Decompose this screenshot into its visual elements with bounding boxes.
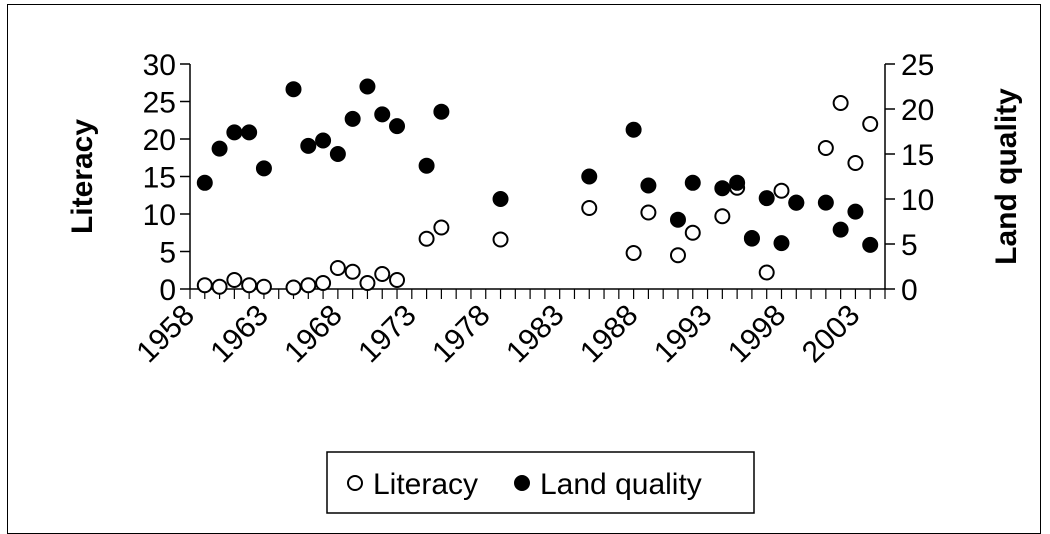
land-quality-point [329, 146, 346, 162]
literacy-point [847, 155, 864, 171]
literacy-point [817, 140, 834, 156]
x-tick-label: 1963 [204, 299, 275, 370]
land-quality-point [817, 194, 834, 211]
land-quality-point [640, 177, 657, 194]
x-tick-label: 1983 [500, 299, 571, 370]
literacy-point [773, 182, 790, 199]
x-tick-label: 1988 [574, 299, 645, 370]
right-tick-label: 0 [901, 274, 918, 307]
legend-label-literacy: Literacy [373, 468, 478, 501]
land-quality-point [581, 168, 598, 185]
literacy-point [862, 116, 879, 132]
scatter-chart: 0 5 10 15 20 25 30 0 5 10 15 20 25 1958 1963 1968 1973… [66, 49, 1023, 514]
land-quality-point [773, 235, 790, 252]
land-quality-point [714, 180, 731, 197]
legend-label-land-quality: Land quality [540, 468, 702, 501]
literacy-point [285, 279, 302, 296]
land-quality-point [669, 211, 686, 228]
right-tick-label: 25 [901, 49, 934, 82]
literacy-point [640, 204, 657, 221]
literacy-point [492, 231, 509, 248]
x-tick-label: 1998 [722, 299, 793, 370]
x-tick-label: 1993 [648, 299, 719, 370]
literacy-point [714, 208, 731, 225]
chart-frame: 0 5 10 15 20 25 30 0 5 10 15 20 25 1958 1963 1968 1973… [7, 4, 1041, 534]
x-tick-label: 1973 [352, 299, 423, 370]
right-y-ticks: 0 5 10 15 20 25 [885, 49, 934, 307]
left-tick-label: 25 [143, 87, 176, 120]
land-quality-point [389, 118, 406, 135]
literacy-point [241, 277, 258, 294]
legend-box [326, 451, 755, 514]
literacy-point [684, 224, 701, 241]
left-tick-label: 0 [159, 274, 176, 307]
axes [189, 64, 886, 290]
literacy-point [669, 247, 686, 264]
literacy-point [255, 278, 272, 295]
land-quality-point [625, 121, 642, 138]
land-quality-point [418, 157, 435, 174]
land-quality-point [788, 194, 805, 211]
left-tick-label: 10 [143, 199, 176, 232]
x-tick-label: 1978 [426, 299, 497, 370]
x-tick-label: 1958 [130, 299, 201, 370]
literacy-point [300, 277, 317, 294]
land-quality-point [729, 174, 746, 191]
land-quality-point [285, 81, 302, 98]
land-quality-point [374, 106, 391, 123]
land-quality-point [226, 124, 243, 141]
literacy-point [359, 275, 376, 291]
legend-marker-land-quality [514, 475, 530, 491]
land-quality-point [684, 174, 701, 191]
land-quality-point [758, 190, 775, 207]
literacy-point [344, 263, 361, 280]
literacy-point [433, 219, 450, 236]
land-quality-point [196, 174, 213, 191]
literacy-point [315, 275, 332, 291]
right-tick-label: 10 [901, 184, 934, 217]
right-axis-title: Land quality [990, 88, 1023, 265]
x-tick-label: 2003 [796, 299, 867, 370]
right-tick-label: 15 [901, 139, 934, 172]
land-quality-point [433, 103, 450, 120]
x-tick-label: 1968 [278, 299, 349, 370]
literacy-point [329, 260, 346, 276]
land-quality-point [847, 203, 864, 220]
legend: Literacy Land quality [326, 451, 755, 514]
literacy-point [581, 200, 598, 216]
literacy-point [832, 95, 849, 111]
land-quality-point [359, 78, 376, 95]
land-quality-point [832, 221, 849, 238]
literacy-point [389, 272, 406, 288]
land-quality-point [255, 160, 272, 177]
literacy-point [418, 230, 435, 247]
land-quality-point [315, 132, 332, 149]
land-quality-point [862, 236, 879, 253]
x-ticks: 1958 1963 1968 1973 1978 1983 1988 1993 1998 2003 [130, 289, 886, 370]
literacy-point [758, 264, 775, 281]
literacy-point [196, 277, 213, 294]
left-axis-title: Literacy [66, 119, 99, 234]
data-points [196, 78, 879, 296]
left-tick-label: 30 [143, 49, 176, 82]
literacy-point [374, 266, 391, 282]
literacy-point [226, 272, 243, 288]
left-tick-label: 5 [159, 237, 176, 270]
land-quality-point [344, 110, 361, 127]
land-quality-point [300, 137, 317, 154]
legend-marker-literacy [347, 475, 363, 491]
land-quality-point [241, 124, 258, 141]
right-tick-label: 5 [901, 229, 918, 262]
left-y-ticks: 0 5 10 15 20 25 30 [143, 49, 190, 307]
literacy-point [625, 245, 642, 261]
land-quality-point [492, 191, 509, 207]
land-quality-point [743, 230, 760, 247]
left-tick-label: 20 [143, 124, 176, 157]
land-quality-point [211, 140, 228, 157]
literacy-point [211, 278, 228, 295]
right-tick-label: 20 [901, 94, 934, 127]
left-tick-label: 15 [143, 162, 176, 195]
